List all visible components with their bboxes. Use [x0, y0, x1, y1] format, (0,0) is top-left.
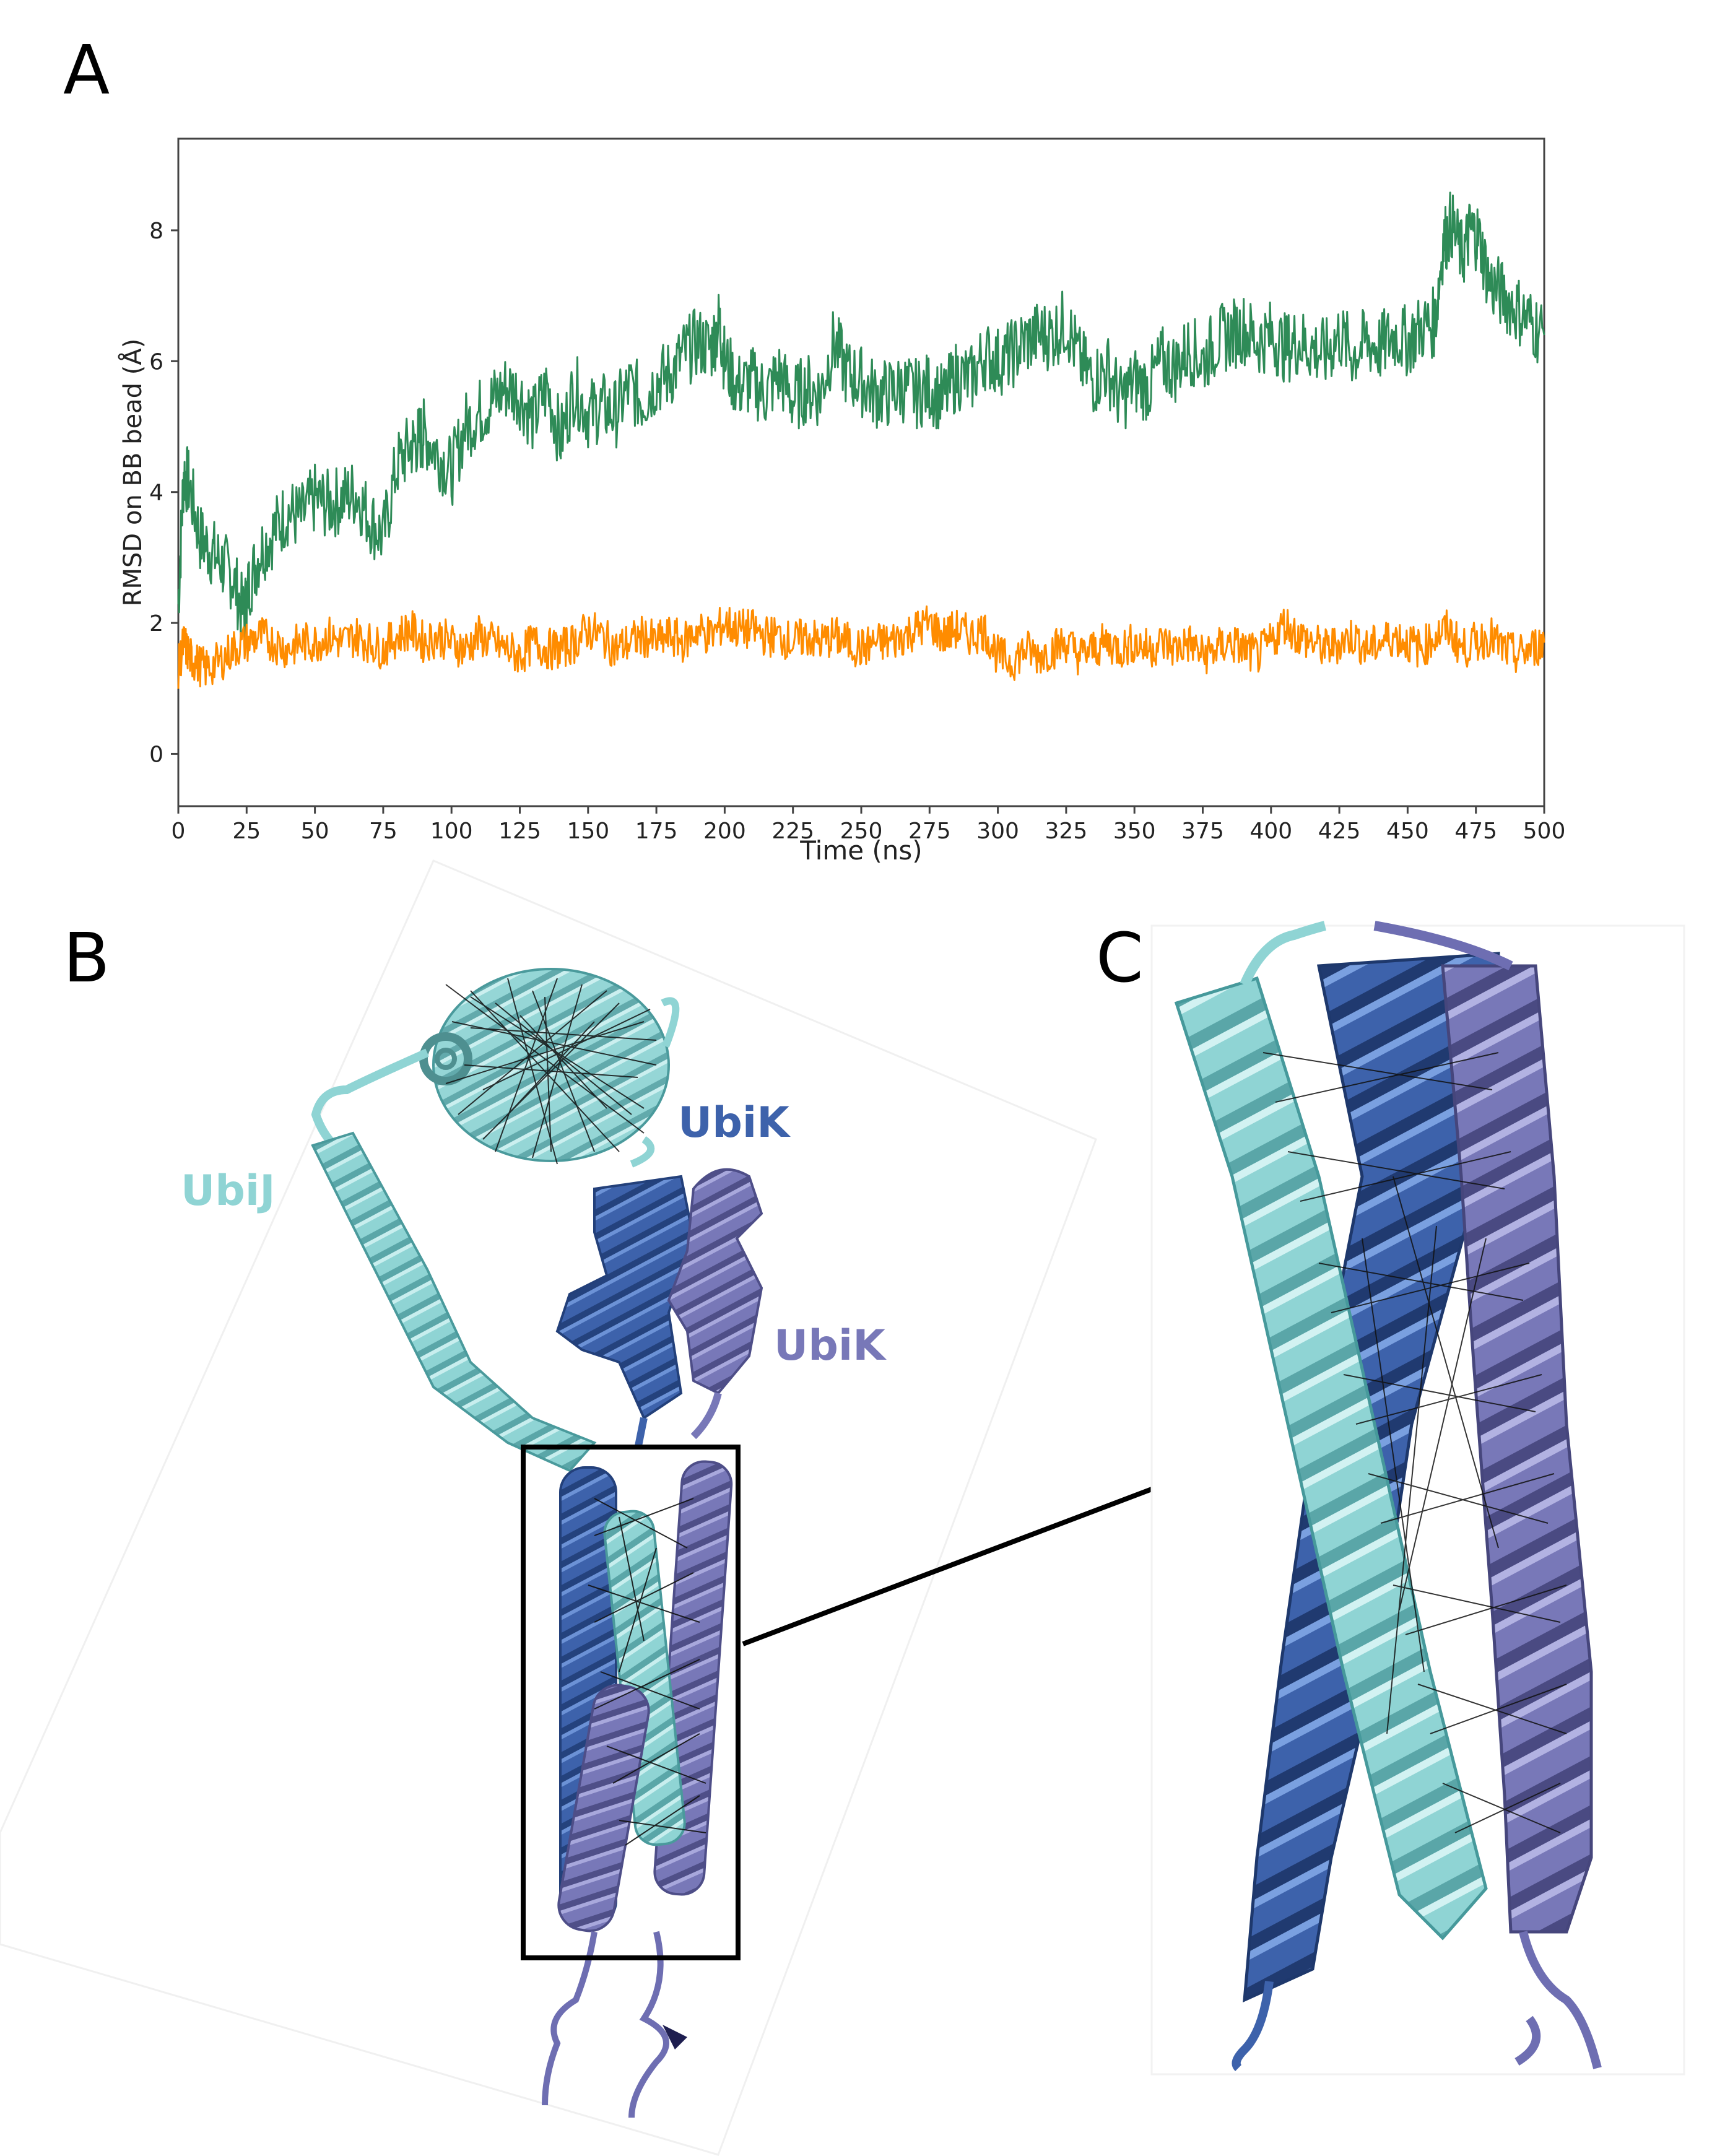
x-tick-label: 475 — [1454, 819, 1497, 844]
rmsd-chart: 0 25 50 75 100 125 150 175 200 225 250 275 300 325 350… — [118, 137, 1565, 866]
y-tick-label: 4 — [149, 480, 163, 506]
ubij-label: UbiJ — [181, 1167, 276, 1215]
ubik-light-head-domain — [667, 1168, 763, 1440]
x-tick-label: 50 — [301, 819, 329, 844]
y-axis-label: RMSD on BB bead (Å) — [118, 339, 147, 607]
ubij-long-helix — [311, 1131, 597, 1472]
x-tick-label: 100 — [430, 819, 473, 844]
series-line-green — [177, 191, 1545, 640]
x-tick-label: 500 — [1523, 819, 1566, 844]
series-layer — [177, 191, 1545, 689]
ubik-dark-label: UbiK — [678, 1098, 789, 1147]
x-tick-label: 400 — [1249, 819, 1292, 844]
panel-b-label: B — [63, 918, 110, 998]
y-tick-label: 2 — [149, 611, 163, 637]
x-tick-label: 150 — [567, 819, 609, 844]
panel-a-label: A — [63, 30, 110, 110]
structure-zoom-view — [1150, 921, 1685, 2076]
y-tick-label: 6 — [149, 349, 163, 375]
x-tick-label: 425 — [1318, 819, 1361, 844]
ubij-loop — [311, 1048, 429, 1149]
x-tick-label: 250 — [840, 819, 883, 844]
panel-c-label: C — [1096, 918, 1144, 998]
x-axis-label: Time (ns) — [799, 835, 922, 866]
zoom-arrow — [742, 1476, 1181, 1646]
tick-layer: 0 25 50 75 100 125 150 175 200 225 250 275 300 325 350… — [149, 219, 1565, 844]
x-tick-label: 200 — [703, 819, 746, 844]
ubij-globular-domain — [419, 968, 680, 1168]
ubik-dark-head-domain — [555, 1175, 695, 1450]
simulation-box-outline — [0, 859, 1097, 2156]
zoom-region-box — [521, 1445, 741, 1960]
x-tick-label: 175 — [635, 819, 678, 844]
tm-helix-bundle — [557, 1460, 733, 1932]
x-tick-label: 125 — [498, 819, 541, 844]
structure-full-view — [0, 859, 1204, 2156]
ubik-light-label: UbiK — [774, 1321, 885, 1370]
x-tick-label: 350 — [1113, 819, 1156, 844]
x-tick-label: 450 — [1386, 819, 1429, 844]
plot-frame — [177, 137, 1545, 807]
x-tick-label: 375 — [1181, 819, 1224, 844]
series-line-orange — [177, 605, 1545, 689]
x-tick-label: 300 — [976, 819, 1019, 844]
x-tick-label: 325 — [1045, 819, 1088, 844]
x-tick-label: 0 — [172, 819, 186, 844]
ubik-tails — [542, 1931, 669, 2118]
y-tick-label: 0 — [149, 742, 163, 767]
x-tick-label: 225 — [771, 819, 814, 844]
y-tick-label: 8 — [149, 219, 163, 244]
x-tick-label: 75 — [369, 819, 398, 844]
x-tick-label: 275 — [908, 819, 951, 844]
x-tick-label: 25 — [232, 819, 261, 844]
